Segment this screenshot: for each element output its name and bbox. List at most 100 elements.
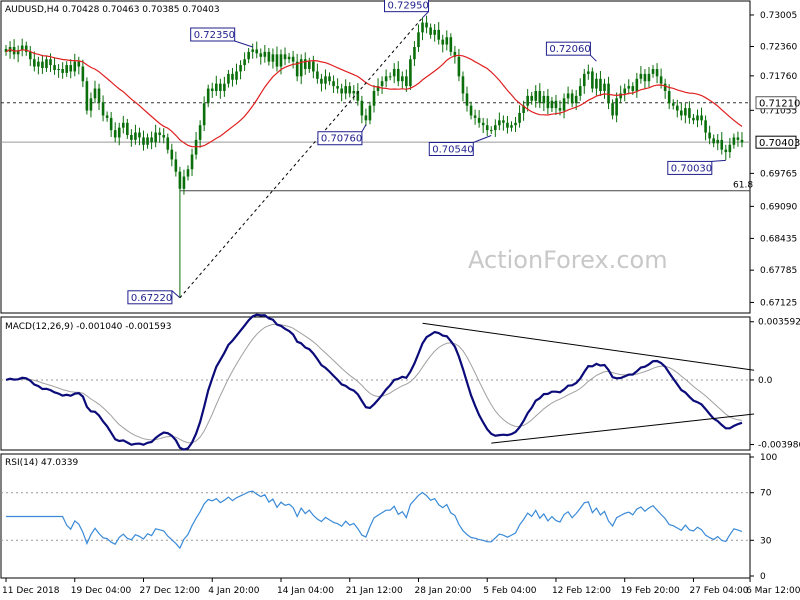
macd-line xyxy=(5,313,743,451)
candle-body xyxy=(708,132,711,139)
candle-body xyxy=(502,120,505,123)
candle-body xyxy=(198,125,202,140)
candle-body xyxy=(659,76,663,84)
candle-body xyxy=(166,137,170,150)
candle-body xyxy=(740,139,744,143)
macd-y-tick-label: 0.003592 xyxy=(758,318,800,328)
macd-panel-header: MACD(12,26,9) -0.001040 -0.001593 xyxy=(5,322,171,332)
candle-body xyxy=(182,176,186,189)
candle-body xyxy=(461,76,465,94)
candle-body xyxy=(445,37,449,45)
candle-body xyxy=(522,105,525,113)
candle-body xyxy=(97,88,101,103)
candle-body xyxy=(121,122,125,128)
macd-signal-line xyxy=(5,323,743,444)
candle-body xyxy=(688,108,691,118)
price-layer: 61.8 0.72950 0.72350 0.70760 0.67220 0.70540 0… xyxy=(1,0,753,305)
candle-body xyxy=(231,73,234,80)
candle-body xyxy=(174,159,178,172)
candle-body xyxy=(243,59,246,66)
candle-body xyxy=(117,127,121,138)
candle-body xyxy=(206,88,210,104)
pivot-leader xyxy=(234,40,253,48)
candle-body xyxy=(692,117,695,121)
candle-body xyxy=(421,22,424,33)
candle-body xyxy=(388,76,392,78)
candle-body xyxy=(680,110,683,116)
candle-body xyxy=(105,115,109,118)
candle-body xyxy=(146,137,149,145)
candle-body xyxy=(227,73,230,84)
candle-body xyxy=(45,59,48,69)
candle-body xyxy=(671,103,675,106)
candle-body xyxy=(239,65,242,72)
candle-body xyxy=(279,54,283,67)
pivot-leader xyxy=(361,124,367,132)
price-y-tick-label: 0.72360 xyxy=(760,43,797,53)
rsi-panel-frame xyxy=(0,453,751,579)
candle-body xyxy=(65,65,68,73)
price-panel-header: AUDUSD,H4 0.70428 0.70463 0.70385 0.7040… xyxy=(5,5,220,15)
candle-body xyxy=(570,93,574,104)
x-axis-tick-label: 6 Mar 12:00 xyxy=(746,586,800,596)
candle-body xyxy=(639,73,643,79)
axis-layer: 0.73005 0.72360 0.71760 0.71055 0.69765 0.690… xyxy=(2,11,800,596)
candle-body xyxy=(534,91,538,101)
candle-body xyxy=(696,115,699,121)
pivot-label-text: 0.70030 xyxy=(671,163,712,174)
candle-body xyxy=(328,76,331,82)
pivot-leader xyxy=(711,159,726,162)
candle-body xyxy=(134,132,137,140)
pivot-label-text: 0.70540 xyxy=(432,144,473,155)
candle-body xyxy=(417,32,420,47)
rsi-y-tick-label: 100 xyxy=(760,453,777,463)
candle-body xyxy=(368,105,372,121)
macd-y-tick-label: -0.003986 xyxy=(758,441,800,451)
candle-body xyxy=(481,122,485,126)
candle-body xyxy=(401,76,404,82)
candle-body xyxy=(498,120,501,126)
candle-body xyxy=(372,91,376,106)
x-axis-tick-label: 11 Dec 2018 xyxy=(2,586,60,596)
candle-body xyxy=(566,93,570,99)
candle-body xyxy=(425,22,428,28)
candle-body xyxy=(384,76,388,82)
x-axis-tick-label: 27 Dec 12:00 xyxy=(140,586,201,596)
candle-body xyxy=(356,91,360,101)
candle-body xyxy=(530,95,534,101)
x-axis-tick-label: 4 Jan 20:00 xyxy=(208,586,260,596)
candle-body xyxy=(291,56,295,62)
candle-body xyxy=(247,51,250,60)
candle-body xyxy=(380,81,384,87)
candle-body xyxy=(348,86,352,94)
pivot-label-box xyxy=(545,41,591,56)
candle-body xyxy=(77,61,81,67)
candle-body xyxy=(186,169,190,177)
rsi-layer xyxy=(1,490,750,550)
candle-body xyxy=(506,122,509,128)
candle-body xyxy=(437,29,440,40)
candle-body xyxy=(73,61,77,72)
candle-body xyxy=(210,88,214,91)
candle-body xyxy=(732,137,736,145)
candle-body xyxy=(635,78,639,91)
candle-body xyxy=(308,61,311,69)
candle-body xyxy=(603,83,606,91)
candle-body xyxy=(162,135,166,138)
candle-body xyxy=(627,86,631,89)
pivot-label-text: 0.72350 xyxy=(194,30,235,41)
price-y-tick-label: 0.67125 xyxy=(760,298,797,308)
candle-body xyxy=(396,69,400,82)
candle-body xyxy=(457,56,461,77)
candle-body xyxy=(647,73,651,82)
x-axis-tick-label: 12 Feb 12:00 xyxy=(552,586,611,596)
candle-body xyxy=(441,39,445,45)
candle-body xyxy=(554,100,558,109)
candle-body xyxy=(336,86,339,89)
price-y-tick-label: 0.71760 xyxy=(760,72,797,82)
candle-body xyxy=(332,81,335,87)
pivot-leader xyxy=(171,290,181,299)
candle-body xyxy=(542,95,546,104)
candle-body xyxy=(33,59,36,67)
candle-body xyxy=(360,100,364,116)
